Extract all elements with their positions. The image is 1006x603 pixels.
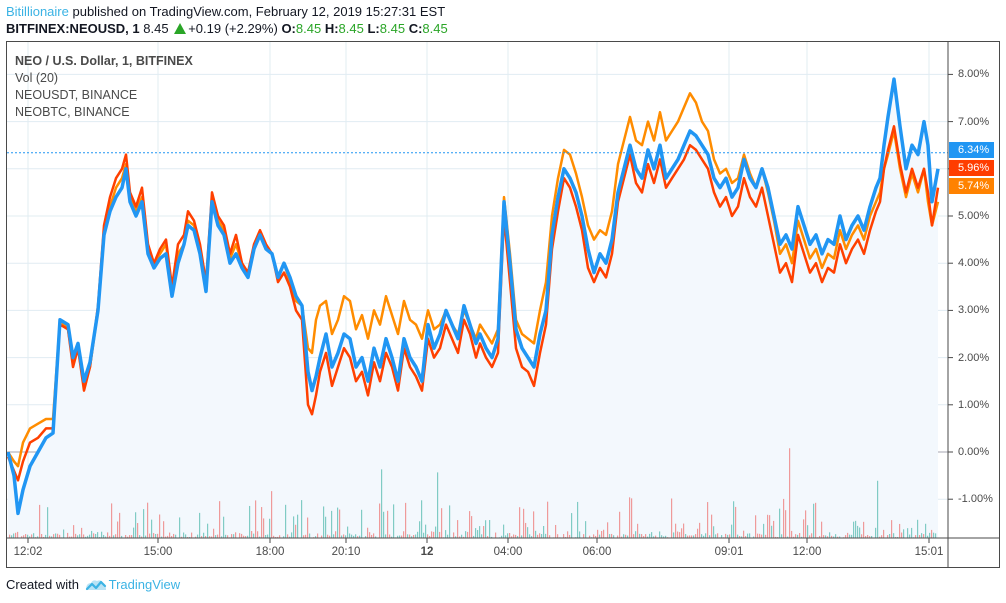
legend-compare-neousdt[interactable]: NEOUSDT, BINANCE [15,88,138,102]
last-value-badge-neousd: 6.34% [949,142,994,158]
y-tick-label: 8.00% [958,68,990,81]
legend-volume[interactable]: Vol (20) [15,71,59,85]
open-label: O: [281,21,296,36]
x-tick-label: 18:00 [255,546,285,558]
last-value-badge-neobtc: 5.74% [949,178,994,194]
author-link[interactable]: Bitillionaire [6,4,69,19]
x-tick-label: 12:02 [13,546,43,558]
open-value: 8.45 [295,21,322,36]
high-value: 8.45 [338,21,364,36]
low-value: 8.45 [379,21,406,36]
symbol-info-bar: BITFINEX:NEOUSD, 1 8.45 +0.19 (+2.29%) O… [6,21,448,37]
x-tick-label: 15:01 [914,546,944,558]
publish-info: Bitillionaire published on TradingView.c… [6,4,445,20]
x-tick-label: 15:00 [143,546,173,558]
high-label: H: [324,21,339,36]
legend-main-series[interactable]: NEO / U.S. Dollar, 1, BITFINEX [15,54,193,68]
y-tick-label: 7.00% [958,115,990,128]
last-value-badge-neousdt: 5.96% [949,160,994,176]
up-triangle-icon [174,23,187,34]
close-label: C: [408,21,423,36]
close-value: 8.45 [422,21,448,36]
x-tick-label: 09:01 [714,546,744,558]
y-tick-label: 3.00% [958,304,990,317]
x-tick-label: 04:00 [493,546,523,558]
symbol-label: BITFINEX:NEOUSD, 1 [6,21,140,36]
footer: Created with TradingView [6,577,180,596]
price-change: +0.19 (+2.29%) [188,21,278,36]
published-text: published on TradingView.com, February 1… [68,4,446,19]
last-price: 8.45 [143,21,169,36]
x-tick-label: 12 [420,546,434,558]
x-tick-label: 12:00 [792,546,822,558]
tradingview-link[interactable]: TradingView [108,577,181,592]
chart-legend: NEO / U.S. Dollar, 1, BITFINEX Vol (20) … [15,53,193,121]
x-tick-label: 20:10 [331,546,361,558]
created-with-text: Created with [6,577,79,592]
tradingview-logo-icon [85,578,107,596]
y-tick-label: 1.00% [958,398,990,411]
y-tick-label: -1.00% [958,493,993,506]
y-tick-label: 5.00% [958,210,990,222]
legend-compare-neobtc[interactable]: NEOBTC, BINANCE [15,105,130,119]
chart-frame [6,41,1000,568]
y-tick-label: 4.00% [958,257,990,270]
y-tick-label: 0.00% [958,446,990,458]
chart-plot-area[interactable] [7,42,948,538]
low-label: L: [367,21,380,36]
x-tick-label: 06:00 [582,546,612,558]
y-tick-label: 2.00% [958,351,990,364]
